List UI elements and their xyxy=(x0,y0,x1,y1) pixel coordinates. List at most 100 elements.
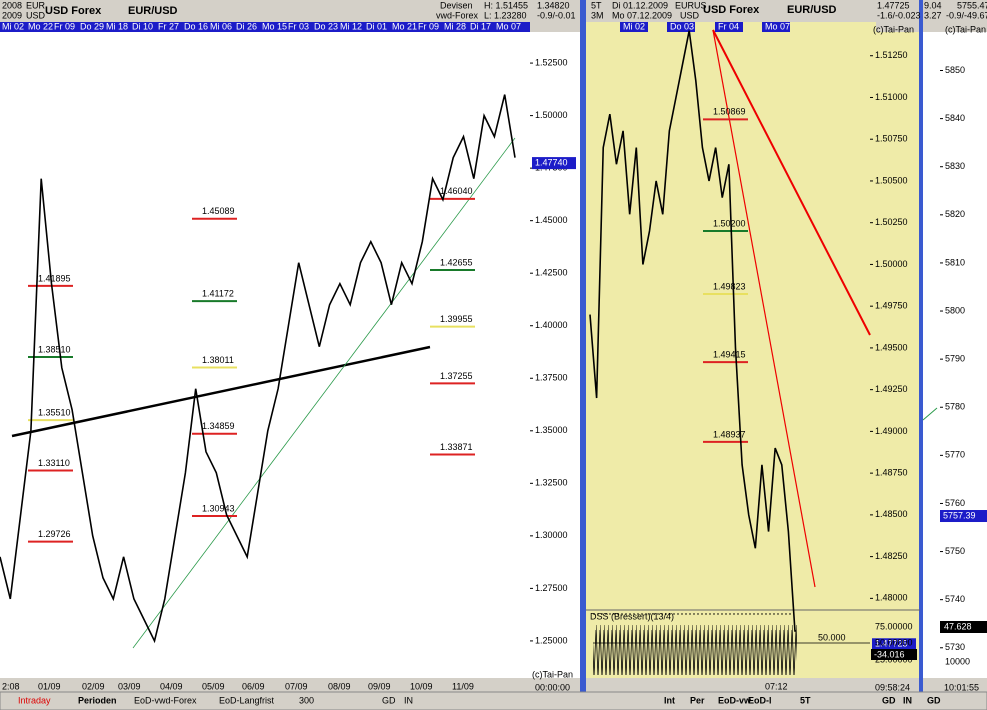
osc-value-box xyxy=(871,649,917,660)
header-text: EUR xyxy=(26,0,46,10)
tick-label: 5800 xyxy=(945,305,965,315)
tab[interactable]: Perioden xyxy=(78,695,117,705)
date-box xyxy=(620,22,648,32)
month-label: 2:08 xyxy=(2,681,20,691)
tick-label: 1.40000 xyxy=(535,320,568,330)
tick-label: 1.45000 xyxy=(535,215,568,225)
last-price-box xyxy=(872,638,916,651)
osc-level: 75.00000 xyxy=(875,621,913,631)
month-label: 03/09 xyxy=(118,681,141,691)
osc-level: 50.00000 xyxy=(875,637,913,647)
header-text: Di 01.12.2009 xyxy=(612,0,668,10)
tick-label: 5790 xyxy=(945,354,965,364)
tick-label: 1.49250 xyxy=(875,384,908,394)
date-label: Mi 02 xyxy=(623,21,645,31)
header-text: vwd-Forex xyxy=(436,10,479,20)
last-price: 1.47725 xyxy=(875,639,908,649)
date-label: Do 23 xyxy=(314,21,338,31)
month-label: 01/09 xyxy=(38,681,61,691)
tab[interactable]: EoD-vw xyxy=(718,695,752,705)
tab[interactable]: Int xyxy=(664,695,675,705)
tick-label: 1.51250 xyxy=(875,50,908,60)
month-label: 11/09 xyxy=(452,681,474,691)
price-line xyxy=(0,94,516,644)
date-box xyxy=(667,22,695,32)
fib-label: 1.50200 xyxy=(713,218,746,228)
header-text: EUR/USD xyxy=(128,5,178,17)
tab[interactable]: IN xyxy=(404,695,413,705)
month-label: 04/09 xyxy=(160,681,183,691)
osc-tick: 10000 xyxy=(945,656,970,666)
tab[interactable]: GD xyxy=(382,695,396,705)
tab[interactable]: EoD-l xyxy=(748,695,772,705)
tab[interactable]: Intraday xyxy=(18,695,51,705)
month-label: 07/09 xyxy=(285,681,308,691)
fib-label: 1.49823 xyxy=(713,281,746,291)
date-label: Mi 06 xyxy=(210,21,232,31)
header-text: 1.47725 xyxy=(877,0,910,10)
fib-label: 1.38510 xyxy=(38,344,71,354)
time: 00:00:00 xyxy=(535,682,570,692)
tick-label: 1.50000 xyxy=(875,259,908,269)
date-label: Fr 04 xyxy=(718,21,739,31)
tab[interactable]: IN xyxy=(903,695,912,705)
date-label: Fr 09 xyxy=(418,21,439,31)
fib-label: 1.35510 xyxy=(38,407,71,417)
tick-label: 5750 xyxy=(945,546,965,556)
tab[interactable]: GD xyxy=(882,695,896,705)
header-text: 5755.47 xyxy=(957,0,987,10)
tab[interactable]: EoD-Langfrist xyxy=(219,695,275,705)
header-text: H: 1.51455 xyxy=(484,0,528,10)
date-box xyxy=(762,22,790,32)
oscillator xyxy=(593,613,797,675)
fib-label: 1.48937 xyxy=(713,429,746,439)
date-label: Do 29 xyxy=(80,21,104,31)
month-label: 02/09 xyxy=(82,681,105,691)
tab[interactable]: GD xyxy=(927,695,941,705)
copyright: (c)Tai-Pan xyxy=(532,669,573,679)
tab[interactable]: 5T xyxy=(800,695,811,705)
price-line xyxy=(589,30,796,632)
header-text: 9.04 xyxy=(924,0,942,10)
fib-label: 1.33110 xyxy=(38,458,70,468)
trendline xyxy=(922,407,938,421)
fib-label: 1.41895 xyxy=(38,273,71,283)
fib-label: 1.34859 xyxy=(202,421,235,431)
date-label: Di 26 xyxy=(236,21,257,31)
trendline xyxy=(712,29,871,336)
divider xyxy=(919,0,923,710)
month-label: 10/09 xyxy=(410,681,433,691)
date-label: Mo 07 xyxy=(765,21,790,31)
fib-label: 1.41172 xyxy=(202,288,234,298)
tab[interactable]: 300 xyxy=(299,695,314,705)
header-text: 2009 xyxy=(2,10,22,20)
header-text: -0.9/-0.01 xyxy=(537,10,576,20)
header-text: USD xyxy=(680,10,700,20)
date-label: Mo 22 xyxy=(28,21,53,31)
date-label: Di 01 xyxy=(366,21,387,31)
tick-label: 1.35000 xyxy=(535,425,568,435)
fib-label: 1.49415 xyxy=(713,349,746,359)
tab[interactable]: Per xyxy=(690,695,705,705)
tick-label: 1.50000 xyxy=(535,110,568,120)
tick-label: 5820 xyxy=(945,209,965,219)
tick-label: 1.49750 xyxy=(875,301,908,311)
left-plot xyxy=(0,32,530,678)
header-text: (c)Tai-Pan xyxy=(873,24,914,34)
header-text: USD Forex xyxy=(703,4,760,16)
date-box xyxy=(715,22,743,32)
tick-label: 5770 xyxy=(945,450,965,460)
tick-label: 1.50500 xyxy=(875,175,908,185)
right-plot xyxy=(586,32,920,678)
month-label: 06/09 xyxy=(242,681,265,691)
tab[interactable]: EoD-vwd-Forex xyxy=(134,695,197,705)
tick-label: 1.30000 xyxy=(535,530,568,540)
header-text: EUR/USD xyxy=(787,4,837,16)
header-text: Devisen xyxy=(440,0,473,10)
date-label: Mo 21 xyxy=(392,21,417,31)
trendline xyxy=(132,137,516,649)
date-label: Mi 02 xyxy=(2,21,24,31)
header-text: EURUS xyxy=(675,0,707,10)
header-text: 3.27 xyxy=(924,10,942,20)
fib-label: 1.29726 xyxy=(38,529,71,539)
